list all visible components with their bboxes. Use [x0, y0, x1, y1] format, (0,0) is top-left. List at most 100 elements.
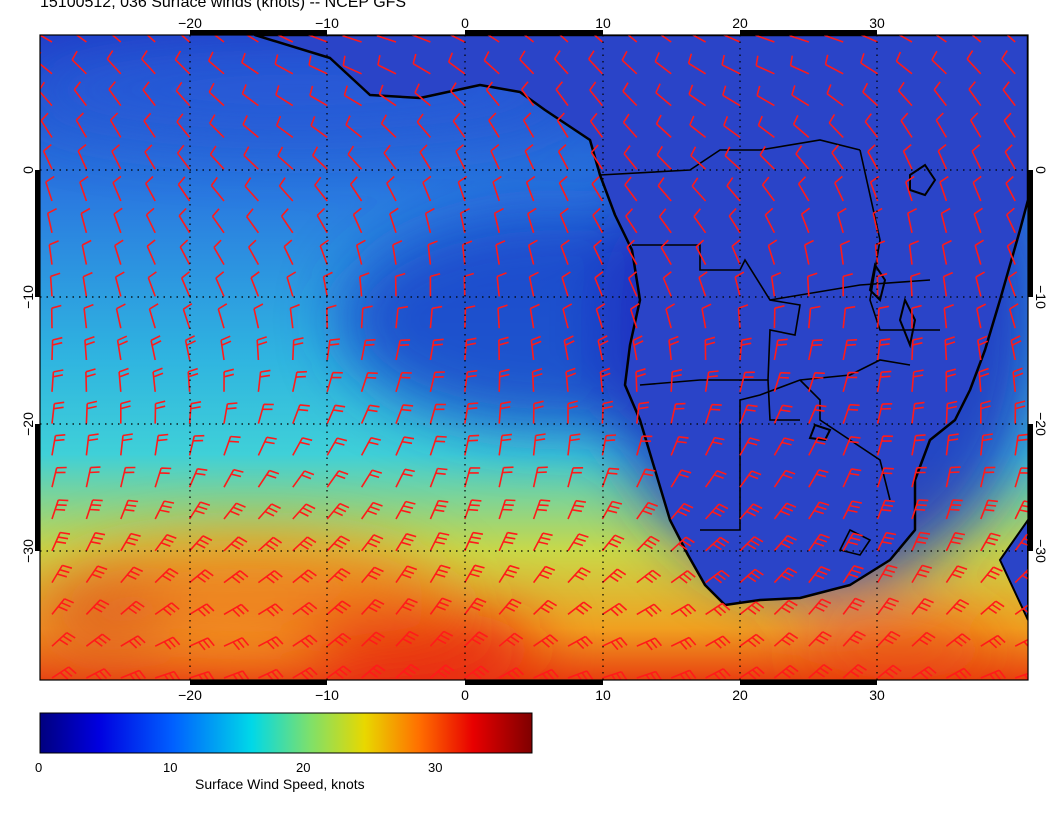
- wind-barb: [808, 404, 827, 424]
- lon-label: −10: [315, 687, 339, 703]
- wind-barb: [977, 335, 989, 361]
- wind-barb: [632, 335, 644, 361]
- wind-barb: [395, 565, 418, 584]
- wind-barb: [81, 239, 92, 265]
- wind-barb: [189, 637, 215, 651]
- wind-barb: [945, 598, 970, 615]
- colorbar-tick-label: 30: [428, 760, 443, 775]
- wind-barb: [319, 239, 329, 265]
- wind-barb: [154, 433, 169, 456]
- wind-barb: [756, 85, 775, 107]
- wind-barb: [1005, 207, 1016, 234]
- wind-barb: [292, 470, 315, 488]
- wind-barb: [842, 532, 863, 552]
- wind-barb: [739, 633, 765, 648]
- wind-barb: [256, 336, 268, 361]
- wind-barb: [567, 533, 589, 552]
- wind-barb: [85, 433, 99, 456]
- wind-barb: [1014, 638, 1028, 648]
- wind-barb: [483, 51, 500, 75]
- wind-barb: [257, 403, 274, 424]
- wind-barb: [223, 435, 241, 456]
- wind-barb: [945, 433, 959, 456]
- wind-barb: [704, 370, 719, 392]
- wind-barb: [248, 239, 260, 265]
- wind-barb: [345, 115, 363, 139]
- wind-barb: [457, 175, 468, 202]
- wind-barb: [111, 144, 122, 170]
- wind-barb: [120, 532, 141, 552]
- lon-label: −10: [315, 15, 339, 31]
- wind-barb: [1008, 303, 1019, 329]
- wind-barb: [75, 35, 87, 43]
- wind-barb: [532, 565, 556, 584]
- wind-barb: [85, 633, 111, 647]
- wind-barb: [876, 435, 894, 456]
- wind-barb: [411, 35, 431, 43]
- wind-barb: [360, 338, 376, 361]
- wind-barb: [498, 632, 524, 647]
- wind-barb: [241, 52, 259, 75]
- wind-barb: [689, 115, 707, 139]
- wind-barb: [601, 568, 627, 584]
- wind-barb: [427, 240, 438, 265]
- wind-barb: [154, 670, 181, 680]
- wind-barb: [1014, 533, 1028, 552]
- wind-barb: [429, 467, 448, 488]
- wind-barb: [655, 114, 672, 138]
- wind-barb: [188, 468, 208, 488]
- wind-barb: [326, 338, 340, 361]
- wind-barb: [842, 664, 867, 679]
- wind-barb: [1014, 400, 1026, 424]
- wind-barb: [531, 367, 543, 392]
- wind-barb: [791, 85, 810, 107]
- wind-barb: [842, 403, 860, 424]
- wind-barb: [704, 470, 727, 488]
- wind-barb: [493, 207, 504, 233]
- wind-barb: [147, 271, 157, 297]
- wind-barb: [773, 469, 796, 488]
- wind-barb: [280, 208, 294, 234]
- wind-barb: [597, 335, 609, 361]
- wind-barb: [292, 667, 318, 680]
- wind-barb: [877, 630, 901, 647]
- wind-barb: [937, 143, 948, 170]
- wind-barb: [972, 175, 982, 202]
- wind-barb: [498, 667, 525, 680]
- wind-barb: [636, 569, 662, 584]
- wind-barb: [77, 143, 88, 170]
- lon-label: 10: [595, 687, 611, 703]
- wind-barb: [189, 671, 215, 680]
- wind-barb: [242, 115, 259, 139]
- madagascar: [998, 518, 1028, 621]
- wind-barb: [862, 82, 879, 107]
- wind-barb: [693, 208, 707, 234]
- wind-barb: [705, 635, 731, 649]
- wind-barb: [106, 50, 122, 75]
- wind-barb: [455, 144, 466, 170]
- wind-barb: [154, 467, 172, 488]
- wind-barb: [834, 175, 844, 202]
- map-title: 15100512, 036 Surface winds (knots) -- N…: [40, 0, 407, 11]
- wind-barb: [698, 271, 708, 297]
- wind-barb: [567, 467, 584, 488]
- wind-barb: [975, 271, 985, 297]
- wind-barb: [895, 51, 913, 75]
- wind-barb: [701, 303, 712, 329]
- wind-barb: [761, 176, 776, 202]
- wind-barb: [808, 469, 829, 488]
- wind-barb: [734, 271, 745, 297]
- wind-barb: [464, 467, 481, 488]
- wind-barb: [690, 146, 707, 170]
- country-borders: [599, 139, 940, 556]
- wind-barb: [705, 668, 731, 680]
- wind-barb: [85, 599, 110, 615]
- wind-barb: [189, 569, 214, 584]
- wind-barb: [636, 468, 656, 488]
- wind-barb: [1005, 175, 1016, 202]
- wind-barb: [567, 601, 593, 616]
- wind-barb: [739, 601, 765, 616]
- wind-barb: [498, 336, 509, 361]
- wind-barb: [705, 536, 730, 552]
